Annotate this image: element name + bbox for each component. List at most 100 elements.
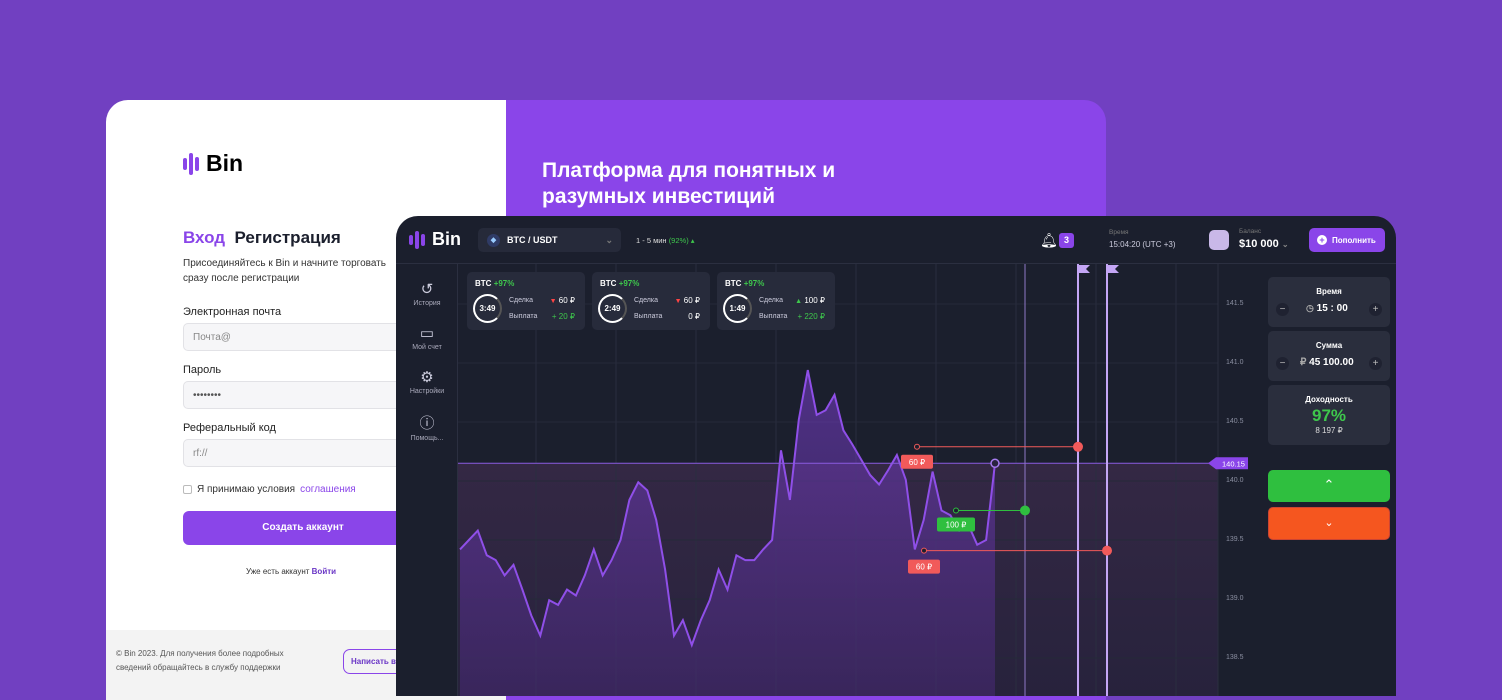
trade-asset: BTC +97% [475, 279, 515, 288]
time-control-value[interactable]: 15 : 00 [1316, 303, 1348, 314]
email-label: Электронная почта [183, 306, 282, 318]
sidebar-item-settings[interactable]: ⚙ Настройки [396, 368, 458, 395]
yield-pct: 97% [1311, 406, 1347, 425]
time-value: 15:04:20 (UTC +3) [1109, 240, 1176, 249]
y-tick-label: 139.5 [1226, 536, 1244, 543]
bell-icon[interactable]: 🔔︎ [1040, 232, 1058, 248]
chevron-up-icon: ⌃ [1323, 477, 1335, 492]
trade-timer: 1:49 [723, 294, 752, 323]
payout-value: 0 ₽ [688, 312, 700, 321]
y-tick-label: 138.5 [1226, 654, 1244, 661]
trade-amount-label: 60 ₽ [916, 563, 932, 572]
trade-expiry-marker [1020, 505, 1030, 516]
trade-card[interactable]: BTC +97% 1:49 Сделка ▲ 100 ₽ Выплата + 2… [717, 272, 835, 330]
balance-label: Баланс [1239, 228, 1262, 235]
up-arrow-icon: ▴ [690, 236, 695, 245]
password-field[interactable]: •••••••• [183, 381, 423, 409]
agreement-link[interactable]: соглашения [300, 484, 356, 495]
deal-value: 100 ₽ [804, 296, 825, 305]
time-control: Время − ◷ 15 : 00 + [1268, 277, 1390, 327]
app-header: Bin ◆ BTC / USDT ⌄ 1 - 5 мин (92%) ▴ 🔔︎ … [396, 216, 1396, 264]
sidebar-item-account[interactable]: ▭ Мой счет [396, 324, 458, 351]
trade-entry-dot [953, 507, 959, 514]
chevron-down-icon: ⌄ [1324, 517, 1334, 529]
deal-value: 60 ₽ [558, 296, 575, 305]
eth-icon: ◆ [487, 233, 500, 247]
sum-control-label: Сумма [1315, 341, 1343, 350]
price-line [459, 369, 996, 648]
deal-label: Сделка [759, 297, 783, 304]
minus-icon[interactable]: − [1276, 303, 1289, 316]
trade-amount-label: 100 ₽ [946, 521, 967, 530]
brand-name: Bin [206, 150, 244, 176]
current-price-tag [1208, 457, 1248, 470]
current-price-label: 140.15 [1222, 459, 1245, 468]
payout-value: + 220 ₽ [797, 312, 825, 321]
agree-text: Я принимаю условия [197, 484, 296, 495]
plus-icon[interactable]: + [1369, 303, 1382, 316]
trade-expiry-marker [1102, 545, 1112, 556]
agree-checkbox[interactable] [183, 485, 192, 494]
arrow-down-icon: ▼ [549, 298, 557, 305]
trade-card[interactable]: BTC +97% 3:49 Сделка ▼ 60 ₽ Выплата + 20… [467, 272, 585, 330]
promo-headline: Платформа для понятных и разумных инвест… [542, 159, 836, 208]
clock-icon: ◷ [1306, 303, 1314, 313]
help-icon: ⓘ [419, 415, 435, 432]
y-tick-label: 140.0 [1226, 477, 1244, 484]
history-icon: ↺ [420, 281, 434, 298]
trade-label-bg [937, 517, 975, 532]
sidebar: ↺ История ▭ Мой счет ⚙ Настройки ⓘ Помощь... [396, 264, 458, 696]
plus-icon: + [1317, 235, 1327, 245]
avatar[interactable] [1209, 230, 1229, 250]
price-chart[interactable]: 140.15 60 ₽ 100 ₽ 60 ₽ [396, 216, 1396, 696]
sidebar-item-history[interactable]: ↺ История [396, 280, 458, 307]
create-account-button[interactable]: Создать аккаунт [183, 511, 423, 545]
deal-label: Сделка [634, 297, 658, 304]
pair-select[interactable]: ◆ BTC / USDT ⌄ [478, 228, 621, 252]
intro-text: Присоединяйтесь к Bin и начните торговат… [183, 258, 386, 284]
time-control-label: Время [1316, 287, 1342, 296]
have-account-text: Уже есть аккаунт [246, 567, 310, 576]
trade-asset: BTC +97% [600, 279, 640, 288]
notification-badge: 3 [1059, 233, 1074, 248]
y-tick-label: 140.5 [1226, 418, 1244, 425]
footer-text: © Bin 2023. Для получения более подробны… [116, 649, 284, 672]
password-label: Пароль [183, 364, 222, 376]
y-tick-label: 141.5 [1226, 300, 1244, 307]
logo-icon [183, 152, 199, 175]
arrow-down-icon: ▼ [674, 298, 682, 305]
app-brand: Bin [432, 229, 461, 249]
email-field[interactable]: Почта@ [183, 323, 423, 351]
trading-window: 140.15 60 ₽ 100 ₽ 60 ₽ Bin ◆ BTC / USDT ⌄ 1… [396, 216, 1396, 696]
flag-icon [1107, 265, 1119, 273]
buy-up-button[interactable]: ⌃ [1268, 470, 1390, 502]
gear-icon: ⚙ [420, 369, 434, 386]
logo-icon [409, 230, 425, 249]
login-link[interactable]: Войти [311, 567, 337, 576]
brand-logo: Bin [183, 150, 243, 177]
sidebar-item-help[interactable]: ⓘ Помощь... [396, 412, 458, 442]
deposit-button[interactable]: + Пополнить [1309, 228, 1385, 252]
yield-panel: Доходность 97% 8 197 ₽ [1268, 385, 1390, 445]
briefcase-icon: ▭ [419, 325, 435, 342]
time-label: Время [1109, 229, 1129, 236]
balance-value[interactable]: $10 000 ⌄ [1239, 238, 1289, 250]
trade-card[interactable]: BTC +97% 2:49 Сделка ▼ 60 ₽ Выплата 0 ₽ [592, 272, 710, 330]
trade-asset: BTC +97% [725, 279, 765, 288]
tab-register[interactable]: Регистрация [234, 228, 341, 247]
currency-icon: ₽ [1300, 357, 1307, 368]
plus-icon[interactable]: + [1369, 357, 1382, 370]
minus-icon[interactable]: − [1276, 357, 1289, 370]
sum-control-value[interactable]: 45 100.00 [1309, 357, 1354, 368]
trade-entry-dot [914, 443, 920, 450]
timeframe: 1 - 5 мин (92%) ▴ [636, 236, 695, 245]
trade-expiry-marker [1073, 441, 1083, 452]
yield-label: Доходность [1305, 395, 1353, 404]
tab-login[interactable]: Вход [183, 228, 226, 247]
trade-label-bg [901, 454, 933, 469]
ref-field[interactable]: rf:// [183, 439, 423, 467]
payout-label: Выплата [634, 313, 663, 320]
sell-down-button[interactable]: ⌄ [1268, 507, 1390, 540]
chevron-down-icon: ⌄ [605, 234, 613, 245]
payout-label: Выплата [509, 313, 538, 320]
